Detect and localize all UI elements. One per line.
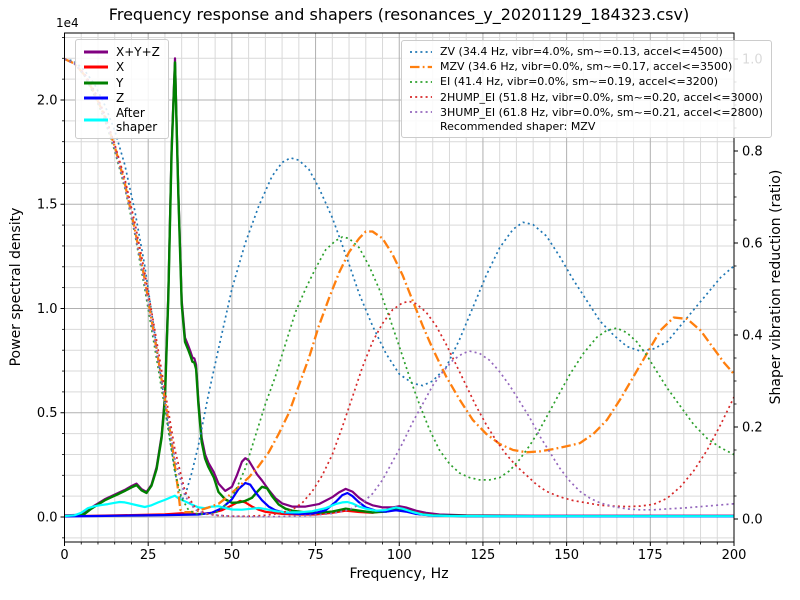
legend-line-sample-icon xyxy=(410,96,432,99)
shaper-curve-ei xyxy=(64,58,734,516)
x-tick-label: 75 xyxy=(307,548,324,563)
x-tick-label: 125 xyxy=(471,548,496,563)
axis-tick-labels: 0 25 50 75 100 125 150 175 200 0.0 0.5 1.0 1.5 2.0 0.0… xyxy=(37,52,763,563)
y-right-tick-label: 0.0 xyxy=(742,512,763,527)
x-tick-label: 100 xyxy=(387,548,412,563)
psd-curve-after-shaper xyxy=(64,494,734,518)
y-axis-label-left: Power spectral density xyxy=(8,207,24,367)
legend-item-after-shaper: After shaper xyxy=(83,106,160,134)
legend-item-label: After shaper xyxy=(116,106,158,134)
y-left-tick-label: 0.5 xyxy=(37,406,58,421)
y-left-tick-label: 0.0 xyxy=(37,511,58,526)
legend-item-label: EI (41.4 Hz, vibr=0.0%, sm~=0.19, accel<… xyxy=(440,75,718,89)
y-axis-label-right: Shaper vibration reduction (ratio) xyxy=(768,169,784,405)
legend-line-sample-icon xyxy=(410,81,432,83)
shaper-curve-2hump-ei xyxy=(64,58,734,518)
legend-item-label: MZV (34.6 Hz, vibr=0.0%, sm~=0.17, accel… xyxy=(440,60,733,74)
legend-item-label: X xyxy=(116,60,125,75)
legend-item-label: 2HUMP_EI (51.8 Hz, vibr=0.0%, sm~=0.20, … xyxy=(440,90,763,104)
legend-item-y: Y xyxy=(83,75,160,91)
legend-line-sample-icon xyxy=(84,96,108,100)
legend-item-label: 3HUMP_EI (61.8 Hz, vibr=0.0%, sm~=0.21, … xyxy=(440,105,763,119)
psd-curve-z xyxy=(64,481,734,518)
legend-shapers: ZV (34.4 Hz, vibr=4.0%, sm~=0.13, accel<… xyxy=(401,40,772,138)
y-right-tick-label: 0.8 xyxy=(742,144,763,159)
y-right-tick-label: 0.2 xyxy=(742,420,763,435)
y-right-tick-label: 0.6 xyxy=(742,236,763,251)
legend-item-x: X xyxy=(83,60,160,76)
psd-curves xyxy=(64,57,734,518)
legend-psd: X+Y+Z X Y Z After shaper xyxy=(75,39,169,139)
y-axis-offset-label: 1e4 xyxy=(56,16,79,30)
x-tick-label: 0 xyxy=(60,548,68,563)
legend-item-zv: ZV (34.4 Hz, vibr=4.0%, sm~=0.13, accel<… xyxy=(409,44,763,59)
y-left-tick-label: 1.0 xyxy=(37,302,58,317)
psd-curve-y xyxy=(64,61,734,518)
legend-line-sample-icon xyxy=(84,65,108,69)
legend-line-sample-icon xyxy=(84,118,108,122)
legend-line-sample-icon xyxy=(84,81,108,85)
x-tick-label: 150 xyxy=(554,548,579,563)
legend-item-z: Z xyxy=(83,91,160,107)
legend-line-sample-icon xyxy=(410,65,432,68)
legend-item-label: ZV (34.4 Hz, vibr=4.0%, sm~=0.13, accel<… xyxy=(440,45,723,59)
shaper-curve-3hump-ei xyxy=(64,58,734,518)
legend-item-2hump-ei: 2HUMP_EI (51.8 Hz, vibr=0.0%, sm~=0.20, … xyxy=(409,90,763,105)
x-tick-label: 25 xyxy=(140,548,157,563)
y-left-tick-label: 2.0 xyxy=(37,93,58,108)
legend-item-label: Z xyxy=(116,91,125,106)
chart-title: Frequency response and shapers (resonanc… xyxy=(108,5,690,24)
shaper-curve-mzv xyxy=(64,57,734,514)
legend-item-ei: EI (41.4 Hz, vibr=0.0%, sm~=0.19, accel<… xyxy=(409,74,763,89)
x-axis-label: Frequency, Hz xyxy=(349,566,449,582)
legend-item-3hump-ei: 3HUMP_EI (61.8 Hz, vibr=0.0%, sm~=0.21, … xyxy=(409,105,763,120)
legend-line-sample-icon xyxy=(410,111,432,114)
x-tick-label: 200 xyxy=(722,548,747,563)
shaper-curves xyxy=(64,57,734,518)
legend-item-label: X+Y+Z xyxy=(116,44,160,59)
y-left-tick-label: 1.5 xyxy=(37,198,58,213)
x-tick-label: 50 xyxy=(224,548,241,563)
legend-item-x-y-z: X+Y+Z xyxy=(83,44,160,60)
x-tick-label: 175 xyxy=(638,548,663,563)
legend-line-sample-icon xyxy=(84,50,108,54)
legend-item-mzv: MZV (34.6 Hz, vibr=0.0%, sm~=0.17, accel… xyxy=(409,59,763,74)
legend-item-label: Y xyxy=(116,75,124,90)
legend-line-sample-icon xyxy=(410,50,432,53)
legend-recommended-shaper: Recommended shaper: MZV xyxy=(440,119,596,133)
y-right-tick-label: 0.4 xyxy=(742,328,763,343)
